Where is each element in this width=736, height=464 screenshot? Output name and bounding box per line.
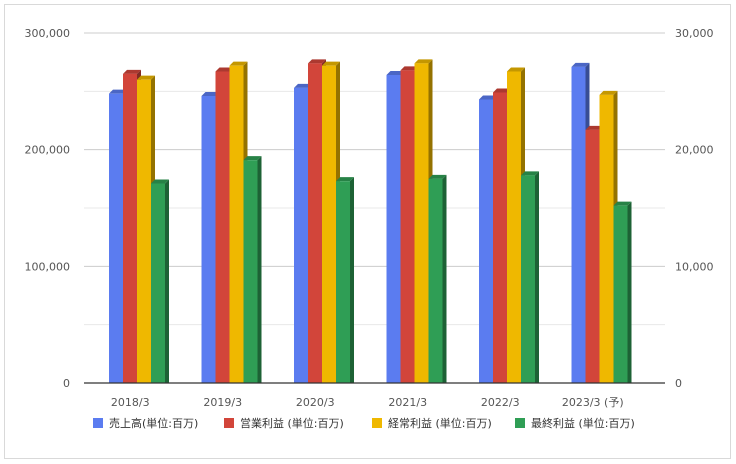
bar-top	[294, 83, 312, 88]
bar-front	[585, 129, 600, 383]
bar-top	[400, 66, 419, 71]
bar-top	[336, 177, 354, 182]
bar-front	[414, 63, 429, 383]
bar-top	[585, 125, 604, 130]
bar	[521, 171, 539, 383]
left-axis-tick-label: 0	[63, 377, 70, 390]
bar-group	[479, 67, 539, 383]
bar-front	[400, 70, 415, 383]
bar-top	[243, 156, 262, 161]
bar	[151, 179, 169, 383]
bar-front	[386, 75, 401, 383]
bar-front	[521, 175, 535, 383]
bar-side	[165, 179, 169, 383]
bar-top	[493, 88, 511, 93]
bar-front	[493, 92, 507, 383]
bar-front	[243, 160, 258, 383]
left-axis-tick-label: 100,000	[25, 260, 71, 273]
bar	[336, 177, 354, 383]
legend-swatch	[515, 418, 525, 428]
right-axis-tick-label: 0	[675, 377, 682, 390]
bar-side	[442, 174, 447, 383]
bar-front	[507, 71, 521, 383]
bar-top	[308, 59, 326, 64]
bar-front	[571, 66, 586, 383]
bar-top	[599, 90, 618, 95]
right-axis-tick-label: 20,000	[675, 144, 714, 157]
bar-top	[229, 61, 248, 66]
bar-group	[571, 62, 632, 383]
legend-item[interactable]: 最終利益 (単位:百万)	[515, 416, 635, 430]
bar-side	[350, 177, 354, 383]
bar-front	[109, 93, 123, 384]
bar-top	[479, 95, 497, 100]
bar-front	[123, 73, 137, 383]
legend-item[interactable]: 経常利益 (単位:百万)	[372, 416, 492, 430]
bar-front	[137, 79, 151, 384]
bar-top	[137, 75, 155, 80]
bar-front	[151, 183, 165, 383]
bar-front	[336, 181, 350, 383]
bar-group	[109, 69, 169, 384]
left-axis-tick-label: 200,000	[25, 144, 71, 157]
bar-top	[613, 201, 632, 206]
left-axis: 0 100,000 200,000 300,000	[25, 27, 71, 390]
bars	[109, 59, 632, 384]
bar-front	[294, 87, 308, 383]
bar	[243, 156, 262, 383]
bar	[428, 174, 447, 383]
bar-top	[428, 174, 447, 179]
bar-top	[201, 92, 220, 96]
bar-side	[257, 156, 262, 383]
category-labels: 2018/3 2019/3 2020/3 2021/3 2022/3 2023/3 (予)	[111, 396, 624, 409]
bar-top	[123, 69, 141, 74]
bar-front	[428, 178, 443, 383]
bar-top	[414, 59, 433, 64]
legend-label: 営業利益 (単位:百万)	[240, 416, 344, 430]
category-label: 2022/3	[481, 396, 520, 409]
bar-group	[201, 61, 262, 384]
legend-label: 売上高(単位:百万)	[109, 416, 198, 430]
bar-top	[571, 62, 590, 67]
category-label: 2019/3	[203, 396, 242, 409]
bar-side	[627, 201, 632, 383]
gridlines	[84, 32, 665, 326]
bar-front	[599, 94, 614, 383]
legend-item[interactable]: 売上高(単位:百万)	[93, 416, 198, 430]
bar	[613, 201, 632, 383]
left-axis-tick-label: 300,000	[25, 27, 71, 40]
bar-top	[109, 89, 127, 94]
bar-group	[386, 59, 447, 383]
bar-group	[294, 59, 354, 384]
legend-swatch	[372, 418, 382, 428]
right-axis-tick-label: 10,000	[675, 260, 714, 273]
legend-label: 最終利益 (単位:百万)	[531, 416, 635, 430]
category-label: 2021/3	[388, 396, 427, 409]
bar-front	[479, 99, 493, 383]
right-axis: 0 10,000 20,000 30,000	[675, 27, 714, 390]
category-label: 2020/3	[296, 396, 335, 409]
bar-top	[507, 67, 525, 72]
category-label: 2023/3 (予)	[562, 396, 624, 409]
bar-top	[322, 61, 340, 66]
bar-top	[521, 171, 539, 176]
legend-item[interactable]: 営業利益 (単位:百万)	[224, 416, 344, 430]
bar-side	[535, 171, 539, 383]
bar-front	[308, 63, 322, 383]
bar-top	[215, 67, 234, 72]
legend-swatch	[93, 418, 103, 428]
legend: 売上高(単位:百万) 営業利益 (単位:百万) 経常利益 (単位:百万) 最終利益 (…	[93, 416, 635, 430]
legend-swatch	[224, 418, 234, 428]
bar-top	[386, 71, 405, 75]
bar-top	[151, 179, 169, 184]
bar-front	[613, 205, 628, 383]
bar-front	[215, 71, 230, 383]
category-label: 2018/3	[111, 396, 150, 409]
bar-front	[229, 65, 244, 384]
right-axis-tick-label: 30,000	[675, 27, 714, 40]
bar-front	[201, 96, 216, 383]
legend-label: 経常利益 (単位:百万)	[388, 416, 492, 430]
bar-front	[322, 65, 336, 384]
